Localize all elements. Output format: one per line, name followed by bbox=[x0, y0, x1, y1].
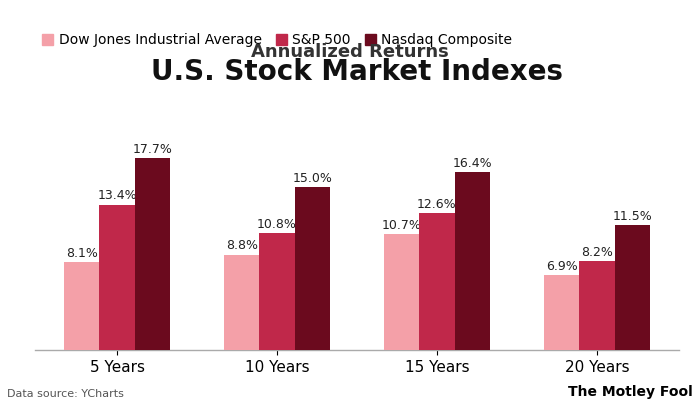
Text: 17.7%: 17.7% bbox=[132, 143, 172, 156]
Text: 8.1%: 8.1% bbox=[66, 247, 98, 260]
Bar bbox=[580, 261, 615, 350]
Text: Data source: YCharts: Data source: YCharts bbox=[7, 389, 124, 399]
Title: U.S. Stock Market Indexes: U.S. Stock Market Indexes bbox=[151, 59, 563, 86]
Bar bbox=[134, 158, 170, 350]
Text: 12.6%: 12.6% bbox=[417, 198, 457, 211]
Bar bbox=[64, 262, 99, 350]
Text: 10.7%: 10.7% bbox=[382, 219, 421, 232]
Text: 10.8%: 10.8% bbox=[257, 218, 297, 231]
Bar bbox=[295, 187, 330, 350]
Bar bbox=[224, 254, 260, 350]
Bar bbox=[419, 213, 454, 350]
Text: 8.2%: 8.2% bbox=[581, 246, 613, 259]
Text: 8.8%: 8.8% bbox=[226, 239, 258, 252]
Text: 6.9%: 6.9% bbox=[546, 260, 578, 273]
Text: 15.0%: 15.0% bbox=[293, 172, 332, 185]
Bar bbox=[99, 205, 134, 350]
Text: The Motley Fool: The Motley Fool bbox=[568, 385, 693, 399]
Bar bbox=[260, 233, 295, 350]
Text: 11.5%: 11.5% bbox=[612, 210, 652, 223]
Bar bbox=[615, 225, 650, 350]
Text: 13.4%: 13.4% bbox=[97, 189, 137, 202]
Text: 16.4%: 16.4% bbox=[452, 157, 492, 170]
Legend: Dow Jones Industrial Average, S&P 500, Nasdaq Composite: Dow Jones Industrial Average, S&P 500, N… bbox=[42, 33, 512, 47]
Bar bbox=[454, 172, 490, 350]
Bar bbox=[384, 234, 419, 350]
Bar bbox=[544, 275, 580, 350]
Text: Annualized Returns: Annualized Returns bbox=[251, 43, 449, 61]
